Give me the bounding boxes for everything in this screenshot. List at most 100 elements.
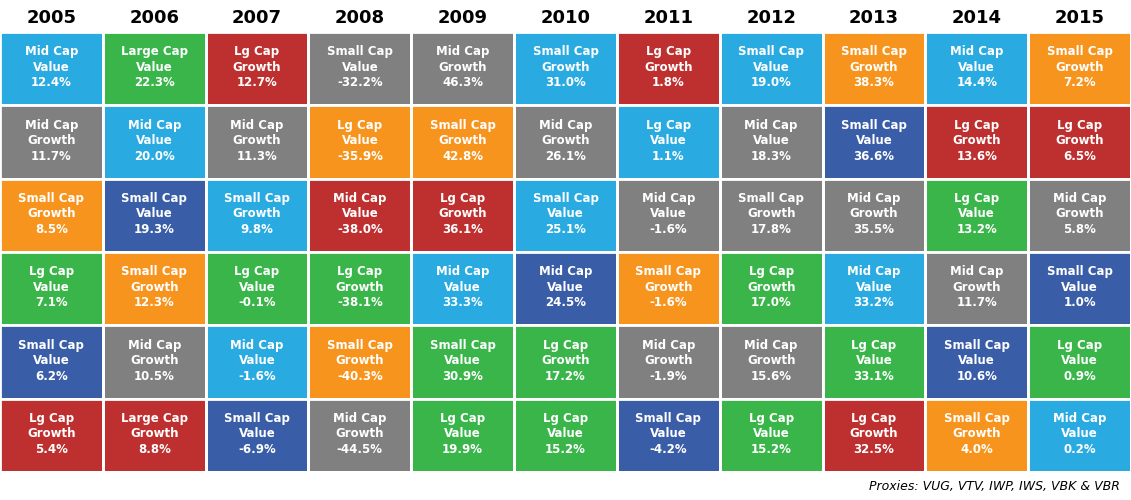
Bar — [310, 400, 411, 471]
Text: Small Cap
Value
1.0%: Small Cap Value 1.0% — [1046, 265, 1113, 309]
Bar — [926, 326, 1027, 398]
Text: Mid Cap
Growth
5.8%: Mid Cap Growth 5.8% — [1053, 192, 1106, 236]
Bar — [413, 400, 513, 471]
Bar — [926, 400, 1027, 471]
Text: 2006: 2006 — [129, 8, 179, 26]
Bar — [1029, 33, 1130, 104]
Text: 2015: 2015 — [1054, 8, 1105, 26]
Bar — [413, 253, 513, 324]
Bar — [618, 253, 718, 324]
Text: Small Cap
Value
10.6%: Small Cap Value 10.6% — [944, 338, 1010, 382]
Bar — [1, 400, 102, 471]
Text: Lg Cap
Value
-35.9%: Lg Cap Value -35.9% — [337, 118, 382, 162]
Text: Lg Cap
Value
33.1%: Lg Cap Value 33.1% — [852, 338, 897, 382]
Text: Large Cap
Value
22.3%: Large Cap Value 22.3% — [121, 45, 188, 89]
Text: Small Cap
Growth
42.8%: Small Cap Growth 42.8% — [430, 118, 495, 162]
Bar — [413, 106, 513, 178]
Text: Mid Cap
Value
33.2%: Mid Cap Value 33.2% — [847, 265, 900, 309]
Text: Small Cap
Growth
-1.6%: Small Cap Growth -1.6% — [636, 265, 701, 309]
Bar — [823, 400, 924, 471]
Text: Small Cap
Growth
7.2%: Small Cap Growth 7.2% — [1046, 45, 1113, 89]
Text: Small Cap
Value
19.0%: Small Cap Value 19.0% — [739, 45, 804, 89]
Text: Lg Cap
Value
7.1%: Lg Cap Value 7.1% — [29, 265, 74, 309]
Text: Small Cap
Value
19.3%: Small Cap Value 19.3% — [121, 192, 187, 236]
Text: Mid Cap
Growth
11.7%: Mid Cap Growth 11.7% — [950, 265, 1003, 309]
Text: Small Cap
Growth
31.0%: Small Cap Growth 31.0% — [533, 45, 598, 89]
Bar — [1, 253, 102, 324]
Text: Lg Cap
Value
1.1%: Lg Cap Value 1.1% — [646, 118, 691, 162]
Bar — [104, 106, 205, 178]
Text: Mid Cap
Growth
46.3%: Mid Cap Growth 46.3% — [435, 45, 490, 89]
Bar — [413, 33, 513, 104]
Text: Small Cap
Value
-32.2%: Small Cap Value -32.2% — [327, 45, 392, 89]
Text: Mid Cap
Growth
-44.5%: Mid Cap Growth -44.5% — [334, 412, 387, 456]
Text: Lg Cap
Growth
17.2%: Lg Cap Growth 17.2% — [542, 338, 589, 382]
Bar — [310, 106, 411, 178]
Text: Lg Cap
Value
0.9%: Lg Cap Value 0.9% — [1057, 338, 1102, 382]
Bar — [823, 180, 924, 251]
Bar — [207, 106, 308, 178]
Bar — [926, 106, 1027, 178]
Bar — [104, 33, 205, 104]
Bar — [310, 33, 411, 104]
Bar — [1029, 326, 1130, 398]
Text: Mid Cap
Value
-38.0%: Mid Cap Value -38.0% — [334, 192, 387, 236]
Bar — [413, 180, 513, 251]
Text: Lg Cap
Growth
36.1%: Lg Cap Growth 36.1% — [439, 192, 487, 236]
Bar — [515, 180, 616, 251]
Text: Mid Cap
Value
0.2%: Mid Cap Value 0.2% — [1053, 412, 1106, 456]
Text: Mid Cap
Growth
26.1%: Mid Cap Growth 26.1% — [538, 118, 593, 162]
Bar — [823, 33, 924, 104]
Text: Small Cap
Value
36.6%: Small Cap Value 36.6% — [841, 118, 907, 162]
Bar — [310, 326, 411, 398]
Bar — [618, 400, 718, 471]
Bar — [207, 33, 308, 104]
Bar — [207, 400, 308, 471]
Bar — [1, 326, 102, 398]
Text: 2009: 2009 — [438, 8, 487, 26]
Text: Lg Cap
Growth
1.8%: Lg Cap Growth 1.8% — [644, 45, 692, 89]
Text: 2007: 2007 — [232, 8, 282, 26]
Text: Mid Cap
Value
12.4%: Mid Cap Value 12.4% — [25, 45, 78, 89]
Text: Small Cap
Value
-4.2%: Small Cap Value -4.2% — [636, 412, 701, 456]
Text: Small Cap
Value
25.1%: Small Cap Value 25.1% — [533, 192, 598, 236]
Text: 2008: 2008 — [335, 8, 385, 26]
Text: Mid Cap
Value
-1.6%: Mid Cap Value -1.6% — [641, 192, 696, 236]
Text: Lg Cap
Value
19.9%: Lg Cap Value 19.9% — [440, 412, 485, 456]
Bar — [720, 33, 821, 104]
Text: Small Cap
Value
30.9%: Small Cap Value 30.9% — [430, 338, 495, 382]
Bar — [515, 326, 616, 398]
Text: Small Cap
Growth
9.8%: Small Cap Growth 9.8% — [224, 192, 290, 236]
Bar — [823, 253, 924, 324]
Text: Mid Cap
Value
20.0%: Mid Cap Value 20.0% — [128, 118, 181, 162]
Bar — [310, 253, 411, 324]
Bar — [720, 253, 821, 324]
Bar — [618, 180, 718, 251]
Text: Small Cap
Growth
38.3%: Small Cap Growth 38.3% — [841, 45, 907, 89]
Bar — [618, 326, 718, 398]
Bar — [207, 326, 308, 398]
Bar — [310, 180, 411, 251]
Text: Mid Cap
Growth
10.5%: Mid Cap Growth 10.5% — [128, 338, 181, 382]
Text: Lg Cap
Growth
5.4%: Lg Cap Growth 5.4% — [27, 412, 76, 456]
Bar — [618, 106, 718, 178]
Bar — [720, 400, 821, 471]
Bar — [1029, 253, 1130, 324]
Bar — [104, 326, 205, 398]
Bar — [104, 180, 205, 251]
Text: Lg Cap
Value
15.2%: Lg Cap Value 15.2% — [543, 412, 588, 456]
Text: Mid Cap
Value
-1.6%: Mid Cap Value -1.6% — [231, 338, 284, 382]
Text: Mid Cap
Growth
11.7%: Mid Cap Growth 11.7% — [25, 118, 78, 162]
Text: Lg Cap
Value
13.2%: Lg Cap Value 13.2% — [955, 192, 1000, 236]
Bar — [515, 33, 616, 104]
Text: Mid Cap
Growth
35.5%: Mid Cap Growth 35.5% — [847, 192, 900, 236]
Bar — [1029, 400, 1130, 471]
Text: Small Cap
Growth
8.5%: Small Cap Growth 8.5% — [18, 192, 85, 236]
Text: Large Cap
Growth
8.8%: Large Cap Growth 8.8% — [121, 412, 188, 456]
Text: Lg Cap
Value
-0.1%: Lg Cap Value -0.1% — [234, 265, 279, 309]
Bar — [926, 180, 1027, 251]
Bar — [207, 253, 308, 324]
Bar — [1029, 180, 1130, 251]
Bar — [926, 253, 1027, 324]
Text: Lg Cap
Value
15.2%: Lg Cap Value 15.2% — [749, 412, 794, 456]
